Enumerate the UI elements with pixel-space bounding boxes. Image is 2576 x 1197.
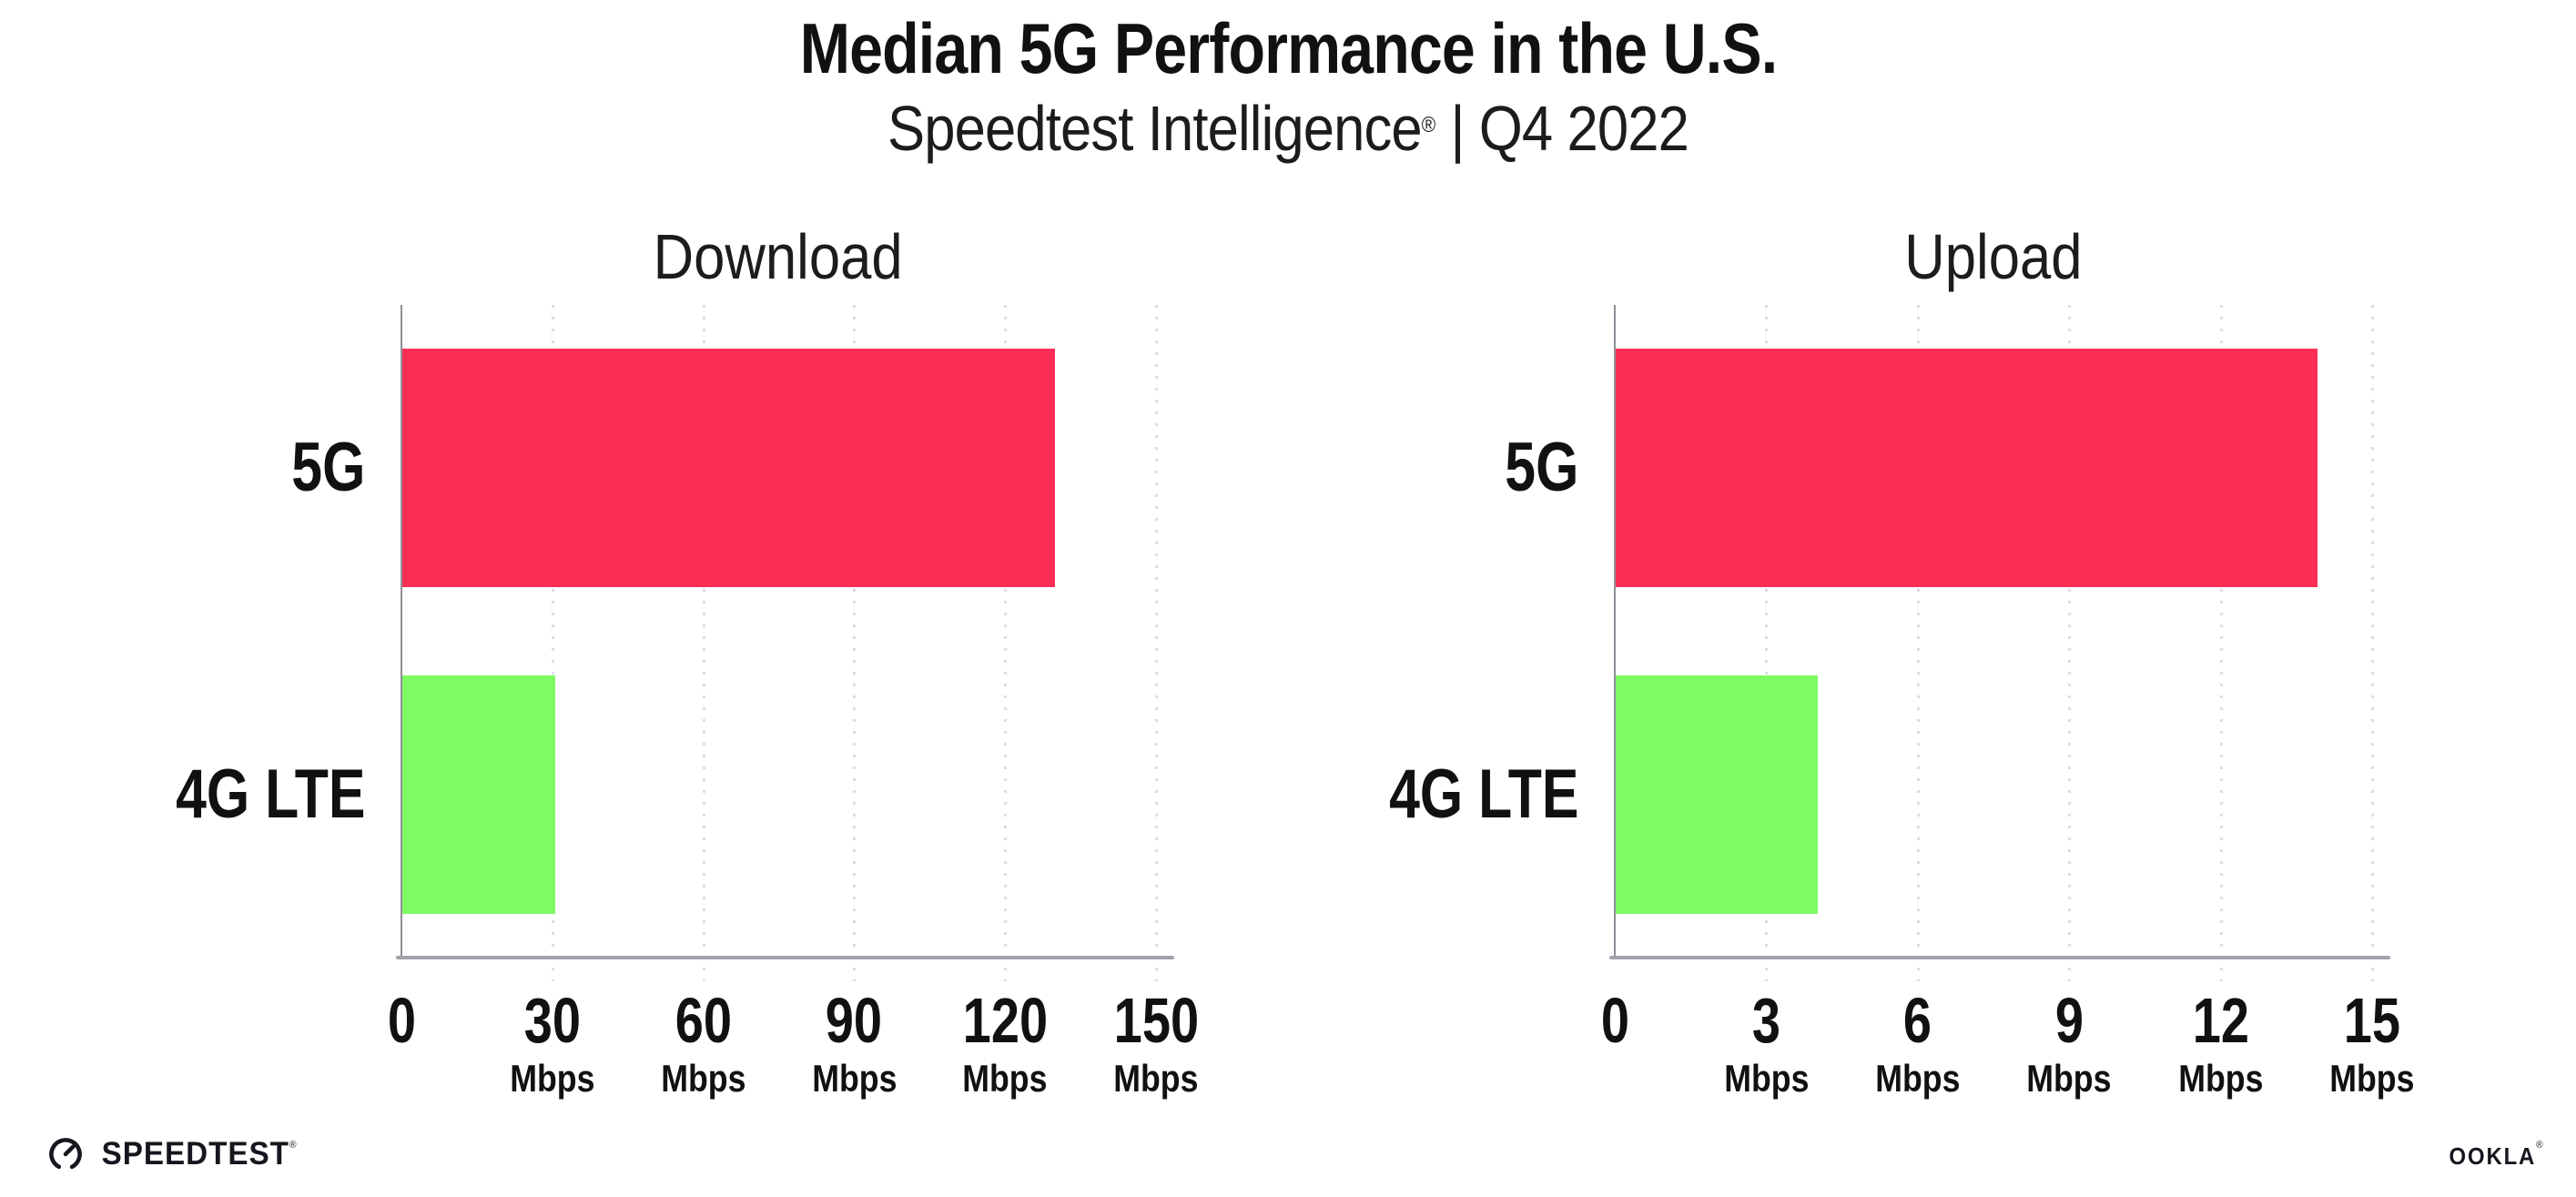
upload-chart-title: Upload [1904, 221, 2083, 292]
upload-category-label-4g-lte: 4G LTE [1388, 756, 1578, 833]
download-x-tick-label-90: 90 [826, 985, 883, 1056]
download-x-tick-label-30: 30 [523, 985, 581, 1056]
upload-y-axis [1614, 305, 1616, 958]
download-gridline-120 [1004, 305, 1008, 981]
gauge-icon [49, 1138, 82, 1171]
download-x-unit-label-120: Mbps [962, 1057, 1048, 1100]
download-bar-5g [402, 349, 1055, 587]
download-gridline-150 [1155, 305, 1158, 981]
registered-mark: ® [1421, 113, 1436, 137]
upload-x-tick-label-15: 15 [2343, 985, 2401, 1056]
subtitle-brand: Speedtest Intelligence [887, 93, 1423, 165]
page-title: Median 5G Performance in the U.S. [0, 9, 2576, 87]
subtitle-period: | Q4 2022 [1435, 93, 1689, 165]
upload-bar-4g-lte [1616, 675, 1818, 914]
upload-x-unit-label-9: Mbps [2026, 1057, 2112, 1100]
ookla-wordmark: OOKLA [2449, 1142, 2537, 1170]
upload-gridline-12 [2219, 305, 2223, 981]
ookla-registered-mark: ® [2536, 1140, 2545, 1151]
download-gridline-60 [702, 305, 705, 981]
download-category-label-5g: 5G [290, 429, 365, 506]
download-category-label-4g-lte: 4G LTE [175, 756, 365, 833]
download-x-unit-label-150: Mbps [1113, 1057, 1199, 1100]
download-y-axis [401, 305, 402, 958]
speedtest-wordmark: SPEEDTEST® [101, 1136, 298, 1172]
upload-x-unit-label-6: Mbps [1875, 1057, 1961, 1100]
download-x-unit-label-90: Mbps [811, 1057, 897, 1100]
upload-gridline-3 [1765, 305, 1769, 981]
upload-x-tick-label-9: 9 [2054, 985, 2084, 1056]
ookla-logo: OOKLA® [2445, 1140, 2549, 1171]
upload-x-tick-label-0: 0 [1600, 985, 1629, 1056]
download-x-tick-label-150: 150 [1113, 985, 1199, 1056]
speedtest-logo: SPEEDTEST® [46, 1132, 302, 1176]
download-x-tick-label-60: 60 [674, 985, 732, 1056]
upload-gridline-6 [1916, 305, 1920, 981]
upload-bar-5g [1616, 349, 2317, 587]
upload-x-tick-label-6: 6 [1903, 985, 1932, 1056]
upload-gridline-15 [2371, 305, 2374, 981]
upload-x-unit-label-12: Mbps [2177, 1057, 2264, 1100]
page-subtitle: Speedtest Intelligence® | Q4 2022 [0, 89, 2576, 165]
upload-x-unit-label-3: Mbps [1723, 1057, 1809, 1100]
page-title-text: Median 5G Performance in the U.S. [799, 8, 1777, 88]
download-x-unit-label-30: Mbps [510, 1057, 595, 1100]
upload-x-axis [1609, 956, 2390, 959]
download-x-axis [396, 956, 1174, 959]
download-gridline-30 [551, 305, 554, 981]
upload-gridline-9 [2068, 305, 2072, 981]
upload-x-unit-label-15: Mbps [2329, 1057, 2415, 1100]
upload-category-label-5g: 5G [1504, 429, 1578, 506]
download-bar-4g-lte [402, 675, 555, 914]
speedtest-registered-mark: ® [289, 1140, 298, 1151]
upload-x-tick-label-12: 12 [2192, 985, 2249, 1056]
download-gridline-90 [853, 305, 857, 981]
download-x-tick-label-0: 0 [387, 985, 416, 1056]
download-x-tick-label-120: 120 [962, 985, 1048, 1056]
download-x-unit-label-60: Mbps [660, 1057, 746, 1100]
download-chart-title: Download [654, 221, 903, 292]
upload-x-tick-label-3: 3 [1751, 985, 1780, 1056]
